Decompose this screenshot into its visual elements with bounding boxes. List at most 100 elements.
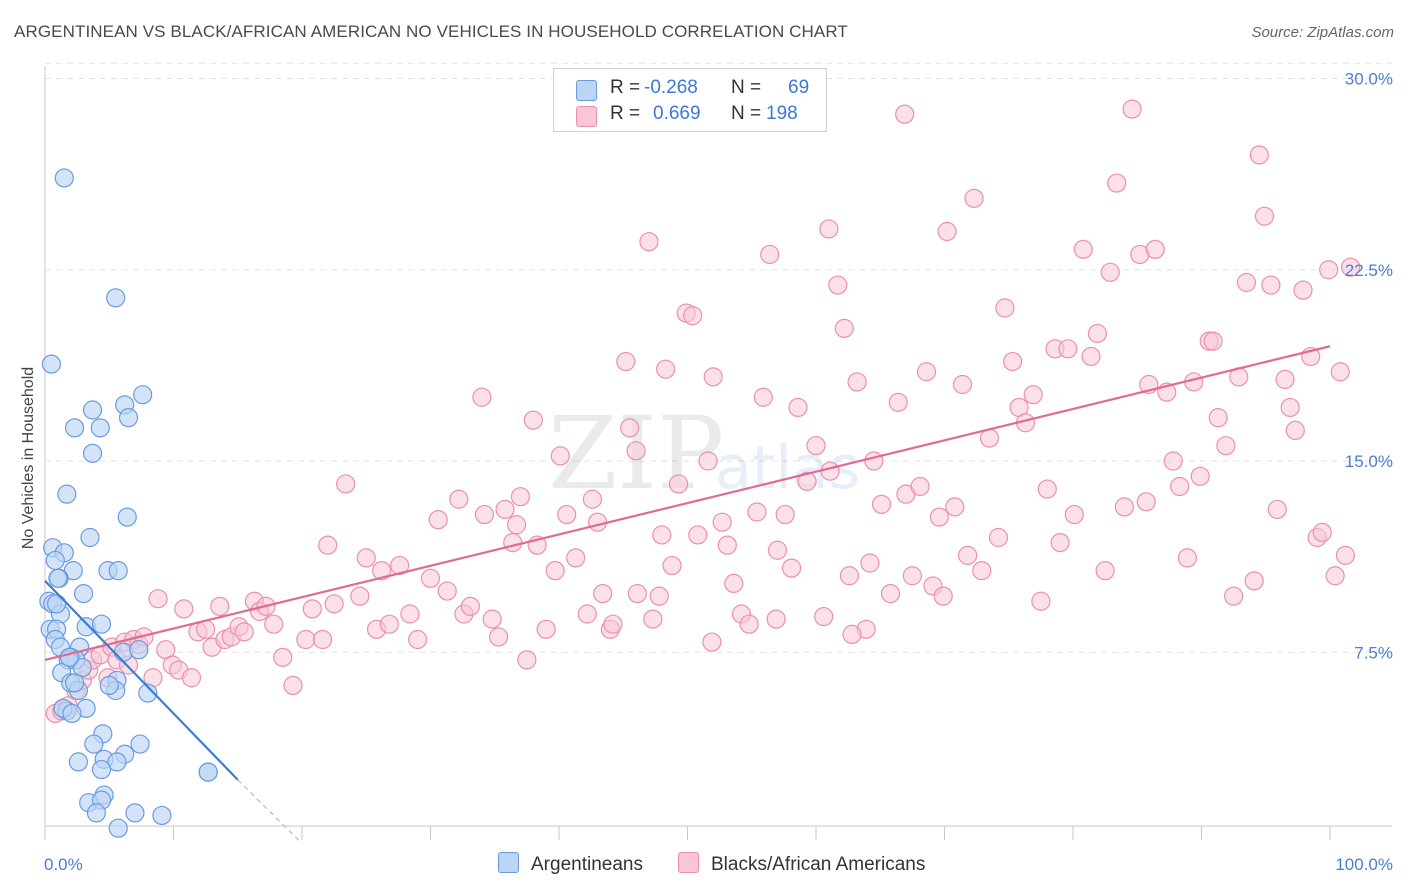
pink-point: [582, 489, 603, 509]
pink-point: [474, 504, 495, 525]
pink-point: [788, 397, 808, 418]
blue-point: [91, 614, 112, 634]
pink-point: [482, 609, 502, 629]
bottom-legend-argentineans: Argentineans: [498, 852, 643, 876]
source-note: Source: ZipAtlas.com: [1251, 24, 1394, 41]
pink-point: [819, 219, 839, 239]
pink-point: [503, 532, 523, 553]
blue-point: [72, 657, 92, 678]
legend-r-label: R =: [610, 77, 641, 98]
pink-point: [760, 244, 780, 265]
pink-point: [860, 553, 880, 573]
blue-point: [152, 805, 172, 826]
legend-swatch-blue: [576, 80, 597, 101]
pink-point: [324, 594, 344, 614]
pink-point: [864, 451, 884, 471]
pink-point: [174, 599, 194, 619]
pink-point: [683, 306, 703, 326]
blue-point: [99, 675, 119, 696]
blue-point: [68, 752, 89, 772]
pink-point: [627, 583, 647, 604]
pink-point: [356, 548, 376, 568]
chart-title: ARGENTINEAN VS BLACK/AFRICAN AMERICAN NO…: [14, 22, 848, 41]
pink-point: [995, 298, 1015, 318]
pink-point: [1163, 451, 1183, 471]
blue-point: [82, 400, 103, 420]
blue-point: [62, 703, 82, 724]
pink-point: [506, 515, 527, 535]
pink-point: [781, 558, 802, 578]
blue-point: [117, 507, 137, 527]
pink-point: [312, 629, 333, 650]
pink-point: [420, 568, 441, 588]
pink-point: [210, 596, 230, 616]
pink-point: [517, 650, 537, 670]
pink-point: [1216, 436, 1236, 456]
legend-swatch-pink: [576, 106, 597, 127]
pink-point: [1319, 260, 1339, 280]
pink-point: [1280, 397, 1300, 418]
pink-point: [336, 474, 356, 494]
pink-point: [1100, 262, 1120, 282]
blue-point: [107, 752, 127, 772]
pink-point: [880, 583, 901, 604]
trend-lines: [44, 345, 1331, 844]
pink-point: [1064, 504, 1084, 525]
pink-point: [283, 675, 303, 696]
pink-point: [937, 221, 957, 242]
y-tick-label: 7.5%: [1354, 643, 1393, 662]
pink-point: [639, 232, 659, 252]
pink-point: [952, 374, 973, 395]
blue-point: [125, 803, 145, 823]
pink-point: [1122, 99, 1142, 119]
pink-point: [916, 362, 937, 382]
x-tick-label-max: 100.0%: [1335, 855, 1393, 874]
pink-point: [1249, 145, 1269, 165]
pink-point: [1095, 561, 1115, 581]
pink-point: [1073, 239, 1093, 259]
pink-point: [1208, 408, 1228, 428]
pink-point: [1267, 499, 1287, 520]
pink-point: [958, 545, 978, 565]
blue-point: [106, 288, 126, 308]
pink-point: [449, 489, 469, 509]
pink-point: [1177, 548, 1197, 568]
pink-point: [181, 668, 202, 688]
blue-point: [82, 443, 103, 463]
blue-point: [90, 418, 110, 438]
pink-point: [536, 619, 556, 639]
blue-point: [45, 550, 65, 571]
pink-point: [372, 561, 392, 581]
blue-point: [64, 418, 85, 438]
pink-point: [668, 474, 689, 494]
pink-point: [1254, 206, 1275, 226]
pink-point: [264, 614, 284, 634]
blue-point: [46, 594, 67, 614]
bottom-legend-blacks: Blacks/African Americans: [678, 852, 925, 876]
bottom-legend-label: Argentineans: [531, 854, 643, 875]
pink-point: [847, 372, 867, 392]
blue-point: [84, 734, 104, 754]
pink-point: [828, 275, 848, 295]
pink-point: [688, 525, 708, 545]
pink-point: [523, 410, 543, 430]
pink-point: [577, 604, 597, 624]
pink-point: [1275, 369, 1295, 389]
blue-point: [108, 561, 128, 581]
blue-point: [130, 734, 150, 754]
pink-point: [839, 566, 860, 586]
pink-point: [820, 461, 840, 481]
blue-point: [118, 408, 139, 428]
pink-point: [972, 561, 992, 581]
y-tick-label: 22.5%: [1345, 261, 1393, 280]
blue-point: [129, 640, 149, 660]
y-axis-title: No Vehicles in Household: [20, 367, 37, 549]
axes: [44, 66, 1392, 840]
legend-box: R = -0.268 N = 69 R = 0.669 N = 198: [553, 68, 827, 132]
blue-point: [198, 762, 218, 782]
pink-point: [1335, 545, 1356, 565]
blue-trend-line: [44, 580, 239, 781]
pink-point: [1081, 346, 1101, 367]
pink-series-points: [45, 99, 1361, 724]
blue-point: [59, 647, 80, 667]
